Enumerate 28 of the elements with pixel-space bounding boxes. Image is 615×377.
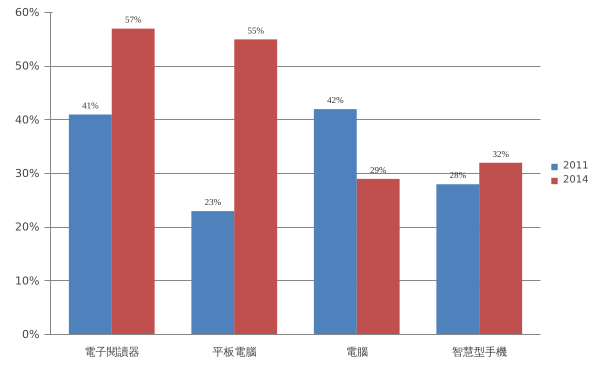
bar — [191, 211, 234, 334]
y-tick-label: 60% — [15, 6, 40, 19]
data-label: 55% — [247, 25, 264, 36]
bar — [479, 162, 522, 334]
bar — [234, 39, 278, 334]
data-label: 32% — [492, 148, 510, 159]
bar — [314, 109, 357, 334]
x-tick-label: 平板電腦 — [212, 346, 256, 358]
y-tick-label: 20% — [15, 220, 40, 234]
y-tick-label: 10% — [15, 274, 40, 288]
y-tick-label: 40% — [15, 113, 40, 126]
x-tick-label: 電子閱讀器 — [84, 346, 140, 358]
data-label: 29% — [370, 164, 387, 175]
y-tick-label: 0% — [22, 328, 40, 341]
bar — [436, 184, 480, 334]
data-label: 57% — [124, 14, 142, 25]
x-tick-label: 電腦 — [346, 346, 368, 358]
bar — [112, 28, 155, 334]
bar — [356, 178, 400, 334]
legend-label: 2011 — [563, 160, 588, 172]
x-tick-label: 智慧型手機 — [452, 346, 507, 358]
data-label: 41% — [82, 100, 100, 110]
y-tick-label: 30% — [15, 167, 40, 180]
data-label: 23% — [204, 197, 222, 208]
y-tick-label: 50% — [15, 60, 40, 73]
data-label: 42% — [327, 95, 344, 106]
legend-label: 2014 — [563, 174, 588, 186]
bar — [68, 114, 112, 334]
